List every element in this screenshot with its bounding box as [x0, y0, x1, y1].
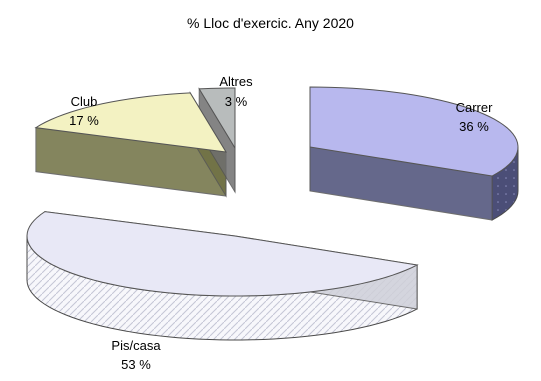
slice-value-pis-casa: 53 %: [121, 357, 151, 372]
chart-title: % Lloc d'exercic. Any 2020: [187, 15, 354, 31]
slice-tops: [26, 86, 519, 297]
slice-value-club: 17 %: [69, 113, 99, 128]
slice-label-altres: Altres: [219, 74, 253, 89]
slice-value-carrer: 36 %: [459, 119, 489, 134]
slice-top-club: [34, 92, 227, 153]
slice-label-club: Club: [71, 94, 98, 109]
slice-top-altres: [198, 87, 236, 150]
slice-top-carrer: [309, 86, 519, 177]
slice-value-altres: 3 %: [225, 94, 248, 109]
slice-top-pis-casa: [26, 211, 419, 297]
slice-label-carrer: Carrer: [456, 100, 494, 115]
slice-label-pis-casa: Pis/casa: [111, 338, 161, 353]
